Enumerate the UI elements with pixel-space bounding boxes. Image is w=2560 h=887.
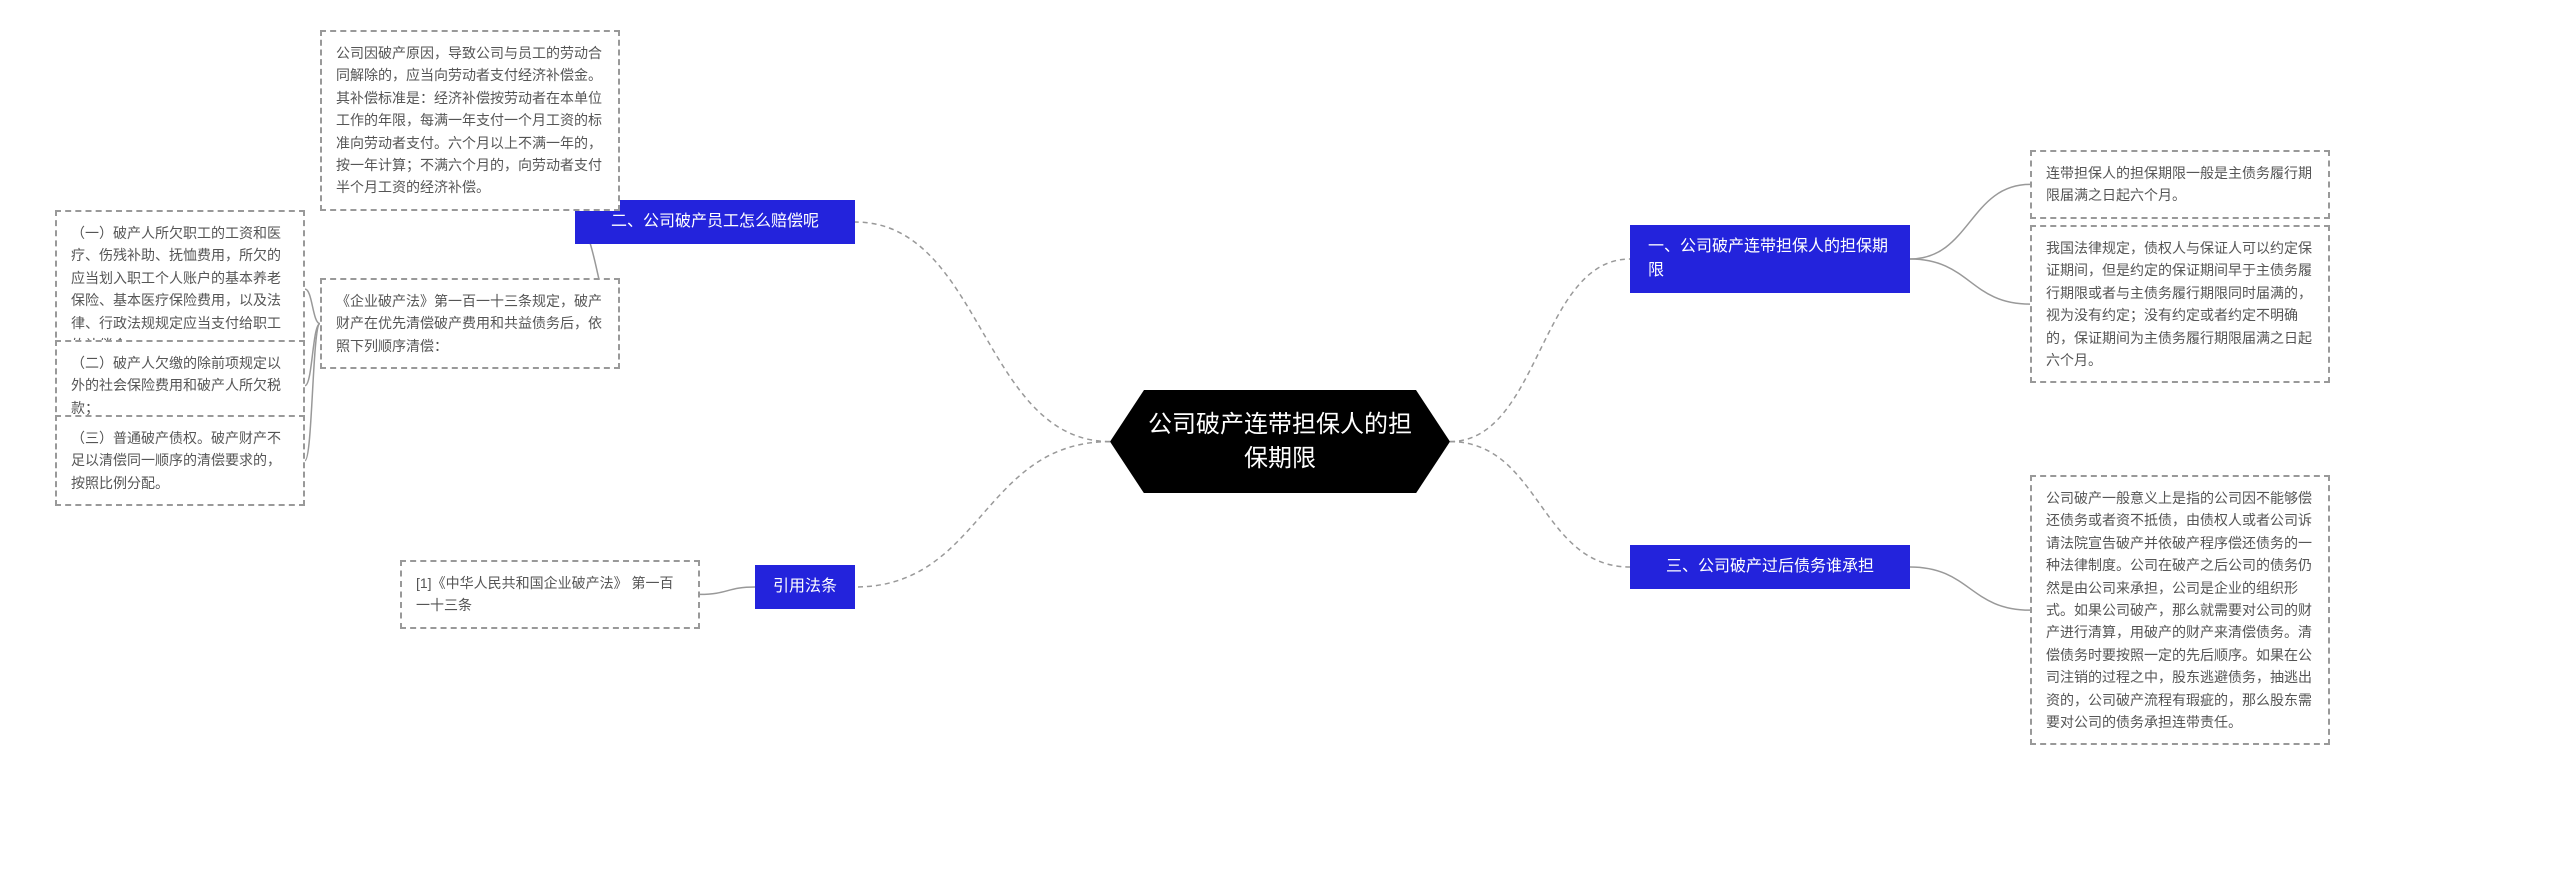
leaf-b2c2-text: 《企业破产法》第一百一十三条规定，破产财产在优先清偿破产费用和共益债务后，依照下… [336, 290, 604, 357]
leaf-b2c1-text: 公司因破产原因，导致公司与员工的劳动合同解除的，应当向劳动者支付经济补偿金。其补… [336, 42, 604, 199]
leaf-b4c1-text: [1]《中华人民共和国企业破产法》 第一百一十三条 [416, 572, 684, 617]
leaf-b2c2a-text: （一）破产人所欠职工的工资和医疗、伤残补助、抚恤费用，所欠的应当划入职工个人账户… [71, 222, 289, 356]
branch-3: 三、公司破产过后债务谁承担 [1630, 545, 1910, 589]
branch-1-label: 一、公司破产连带担保人的担保期限 [1648, 235, 1892, 283]
branch-4-label: 引用法条 [773, 575, 837, 599]
leaf-b1c1-text: 连带担保人的担保期限一般是主债务履行期限届满之日起六个月。 [2046, 162, 2314, 207]
leaf-b1c2: 我国法律规定，债权人与保证人可以约定保证期间，但是约定的保证期间早于主债务履行期… [2030, 225, 2330, 383]
leaf-b3c1: 公司破产一般意义上是指的公司因不能够偿还债务或者资不抵债，由债权人或者公司诉请法… [2030, 475, 2330, 745]
leaf-b3c1-text: 公司破产一般意义上是指的公司因不能够偿还债务或者资不抵债，由债权人或者公司诉请法… [2046, 487, 2314, 733]
leaf-b1c1: 连带担保人的担保期限一般是主债务履行期限届满之日起六个月。 [2030, 150, 2330, 219]
leaf-b2c2b-text: （二）破产人欠缴的除前项规定以外的社会保险费用和破产人所欠税款； [71, 352, 289, 419]
branch-3-label: 三、公司破产过后债务谁承担 [1666, 555, 1874, 579]
branch-2-label: 二、公司破产员工怎么赔偿呢 [611, 210, 819, 234]
branch-4: 引用法条 [755, 565, 855, 609]
leaf-b4c1: [1]《中华人民共和国企业破产法》 第一百一十三条 [400, 560, 700, 629]
leaf-b2c2: 《企业破产法》第一百一十三条规定，破产财产在优先清偿破产费用和共益债务后，依照下… [320, 278, 620, 369]
branch-1: 一、公司破产连带担保人的担保期限 [1630, 225, 1910, 293]
leaf-b2c1: 公司因破产原因，导致公司与员工的劳动合同解除的，应当向劳动者支付经济补偿金。其补… [320, 30, 620, 211]
root-label: 公司破产连带担保人的担保期限 [1138, 408, 1422, 475]
leaf-b1c2-text: 我国法律规定，债权人与保证人可以约定保证期间，但是约定的保证期间早于主债务履行期… [2046, 237, 2314, 371]
leaf-b2c2c-text: （三）普通破产债权。破产财产不足以清偿同一顺序的清偿要求的，按照比例分配。 [71, 427, 289, 494]
leaf-b2c2c: （三）普通破产债权。破产财产不足以清偿同一顺序的清偿要求的，按照比例分配。 [55, 415, 305, 506]
root-node: 公司破产连带担保人的担保期限 [1110, 390, 1450, 493]
